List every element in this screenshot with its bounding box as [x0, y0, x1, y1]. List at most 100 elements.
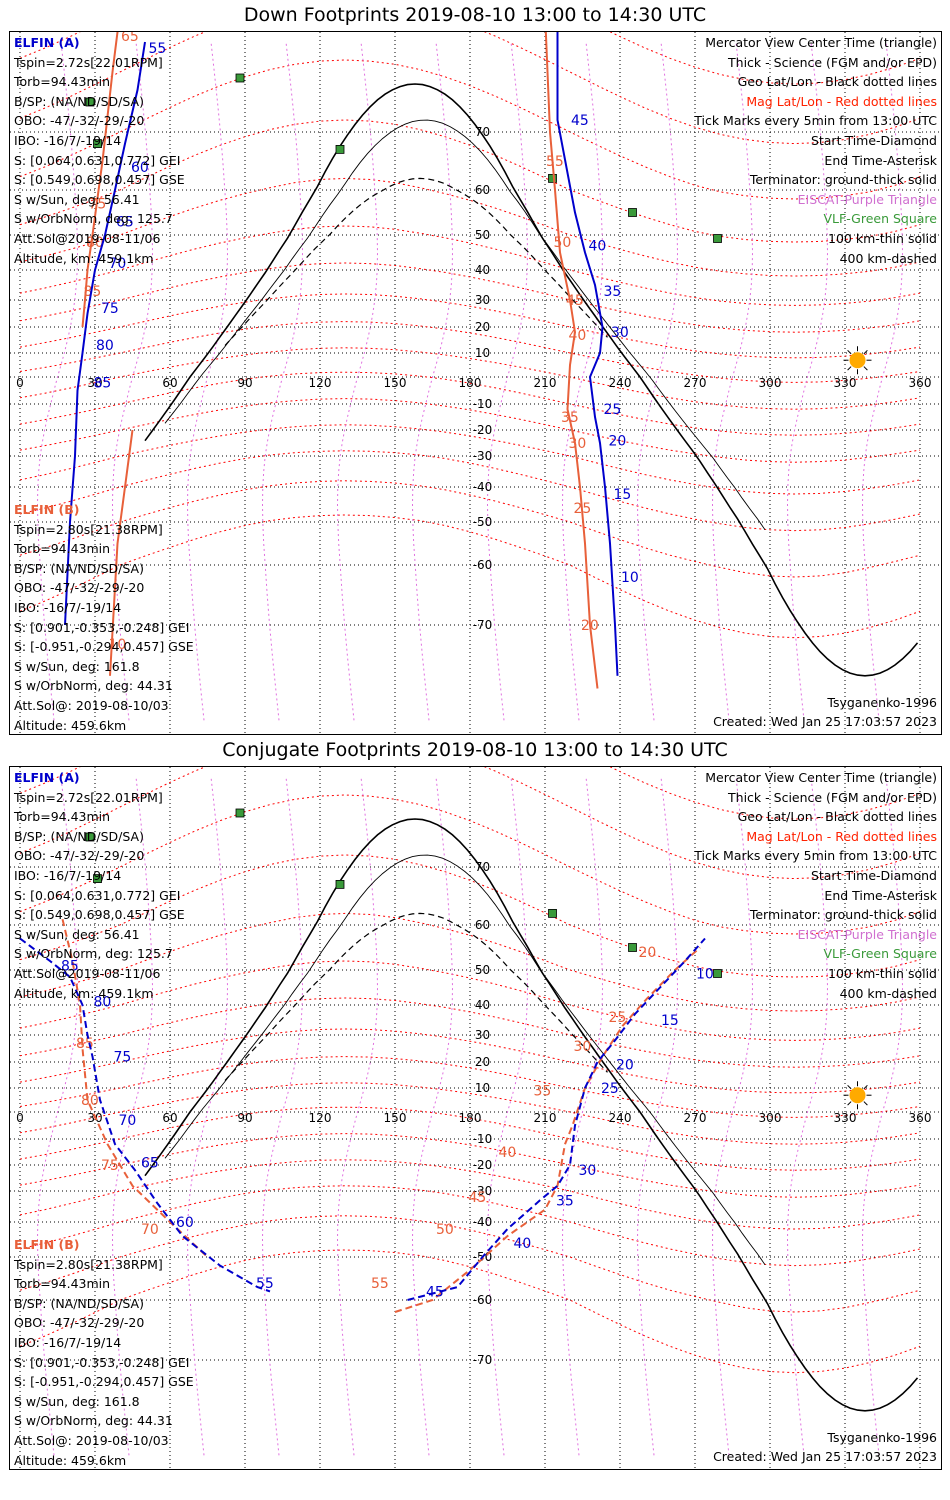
legend-end: End Time-Asterisk	[824, 887, 937, 903]
mag-parallel	[19, 912, 921, 1012]
elfin-a-tick-label: 25	[601, 1081, 619, 1097]
elfin-a-tick-label: 55	[149, 41, 167, 57]
elfin-b-alt: Altitude: 459.6km	[14, 717, 127, 733]
legend-eiscat: EISCAT-Purple Triangle	[797, 191, 937, 207]
elfin-b-tick-label: 35	[561, 410, 579, 426]
elfin-b-s-gei: S: [0.901,-0.353,-0.248] GEI	[14, 1354, 190, 1370]
elfin-b-tick-label: 80	[81, 1093, 99, 1109]
legend-vlf: VLF-Green Square	[823, 211, 937, 227]
elfin-a-tick-label: 40	[589, 239, 607, 255]
lon-tick-label: 360	[909, 376, 932, 390]
mag-meridian	[486, 41, 529, 721]
elfin-a-tick-label: 45	[426, 1284, 444, 1300]
elfin-b-tick-label: 75	[89, 197, 107, 213]
elfin-b-tick-label: 75	[101, 1158, 119, 1174]
elfin-a-tick-label: 10	[696, 967, 714, 983]
vlf-station-marker	[85, 832, 95, 842]
elfin-a-tick-label: 45	[571, 113, 589, 129]
mag-parallel	[19, 1133, 921, 1198]
mag-parallel	[19, 398, 921, 463]
lat-tick-label: 10	[475, 1081, 490, 1095]
elfin-a-att: Att.Sol@2019-08-11/06	[14, 230, 161, 246]
lat-tick-label: -40	[473, 1215, 493, 1229]
mag-parallel	[19, 1056, 921, 1118]
elfin-a-s-sun: S w/Sun, deg: 56.41	[14, 926, 140, 942]
mag-meridian	[711, 776, 754, 1456]
sun-marker	[849, 1087, 866, 1104]
mag-meridian	[111, 776, 154, 1456]
mag-parallel	[19, 293, 921, 359]
lat-tick-label: 70	[475, 125, 490, 139]
elfin-b-track-north	[61, 918, 209, 1258]
elfin-b-torb: Torb=94.43min	[14, 1276, 111, 1292]
lat-tick-label: -10	[473, 1132, 493, 1146]
elfin-b-tick-label: 65	[121, 32, 139, 45]
model-name: Tsyganenko-1996	[827, 694, 937, 710]
mag-meridian	[261, 776, 304, 1456]
elfin-b-bsp: B/SP: (NA/ND/SD/SA)	[14, 560, 144, 576]
lat-tick-label: -10	[473, 397, 493, 411]
mag-parallel	[19, 997, 921, 1068]
elfin-a-tick-label: 85	[61, 959, 79, 975]
elfin-b-torb: Torb=94.43min	[14, 541, 111, 557]
legend-end: End Time-Asterisk	[824, 152, 937, 168]
elfin-a-tick-label: 65	[141, 1155, 159, 1171]
elfin-b-tick-label: 85	[76, 1036, 94, 1052]
lon-tick-label: 60	[162, 1111, 177, 1125]
vlf-station-marker	[335, 145, 345, 154]
sun-ray	[863, 1101, 868, 1106]
mag-meridian	[561, 41, 604, 721]
created-timestamp: Created: Wed Jan 25 17:03:57 2023	[713, 714, 937, 730]
sun-ray	[847, 1084, 852, 1090]
sun-ray	[863, 1084, 868, 1090]
elfin-a-s-gse: S: [0.549,0.698,0.457] GSE	[14, 907, 185, 923]
elfin-a-tick-label: 20	[616, 1058, 634, 1074]
down-footprints-map: 0 30 60 90 120 150 180 210 240 270 300 330 360 70 60 50…	[10, 32, 941, 734]
vlf-station-marker	[713, 969, 722, 978]
elfin-b-tick-label: 35	[534, 1083, 552, 1099]
vlf-station-marker	[713, 234, 722, 243]
mag-meridian	[336, 41, 379, 721]
elfin-b-tick-label: 30	[569, 436, 587, 452]
elfin-a-tick-label: 15	[614, 487, 632, 503]
legend-400km: 400 km-dashed	[839, 985, 937, 1001]
elfin-b-s-orb: S w/OrbNorm, deg: 44.31	[14, 1413, 173, 1429]
vlf-station-marker	[548, 908, 557, 918]
lat-tick-label: -20	[473, 423, 493, 437]
elfin-a-tick-label: 55	[256, 1276, 274, 1292]
mag-meridian	[711, 41, 754, 721]
lat-tick-label: 10	[475, 346, 490, 360]
elfin-a-tick-label: 60	[176, 1215, 194, 1231]
mag-parallel	[19, 480, 921, 578]
elfin-a-bsp: B/SP: (NA/ND/SD/SA)	[14, 828, 144, 844]
elfin-a-s-gei: S: [0.064,0.631,0.772] GEI	[14, 152, 181, 168]
elfin-b-tspin: Tspin=2.80s[21.38RPM]	[14, 521, 163, 537]
mag-meridian	[36, 41, 79, 721]
vlf-station-marker	[93, 139, 102, 148]
legend-geo: Geo Lat/Lon - Black dotted lines	[737, 809, 937, 825]
vlf-station-marker	[235, 73, 245, 83]
elfin-b-ibo: IBO: -16/7/-19/14	[14, 599, 122, 615]
elfin-a-name: ELFIN (A)	[14, 35, 80, 50]
legend-400km: 400 km-dashed	[839, 250, 937, 266]
elfin-b-ibo: IBO: -16/7/-19/14	[14, 1334, 122, 1350]
lat-tick-label: -40	[473, 480, 493, 494]
mag-meridian	[786, 41, 829, 721]
credits: Tsyganenko-1996 Created: Wed Jan 25 17:0…	[713, 693, 937, 732]
sun-ray	[847, 349, 852, 355]
elfin-a-s-orb: S w/OrbNorm, deg: 125.7	[14, 211, 173, 227]
sun-marker	[849, 352, 866, 369]
elfin-a-tick-label: 25	[604, 402, 622, 418]
lon-tick-label: 270	[684, 376, 707, 390]
mag-parallel	[19, 450, 921, 532]
lat-tick-label: 20	[475, 320, 490, 334]
elfin-a-s-sun: S w/Sun, deg: 56.41	[14, 191, 140, 207]
elfin-a-tick-label: 85	[94, 375, 112, 391]
lon-tick-label: 240	[609, 1111, 632, 1125]
mag-parallel	[19, 767, 921, 880]
elfin-b-alt: Altitude: 459.6km	[14, 1452, 127, 1468]
elfin-b-tick-label: 55	[371, 1276, 389, 1292]
lon-tick-label: 270	[684, 1111, 707, 1125]
elfin-a-tick-label: 35	[556, 1193, 574, 1209]
elfin-b-tick-label: 50	[554, 235, 572, 251]
